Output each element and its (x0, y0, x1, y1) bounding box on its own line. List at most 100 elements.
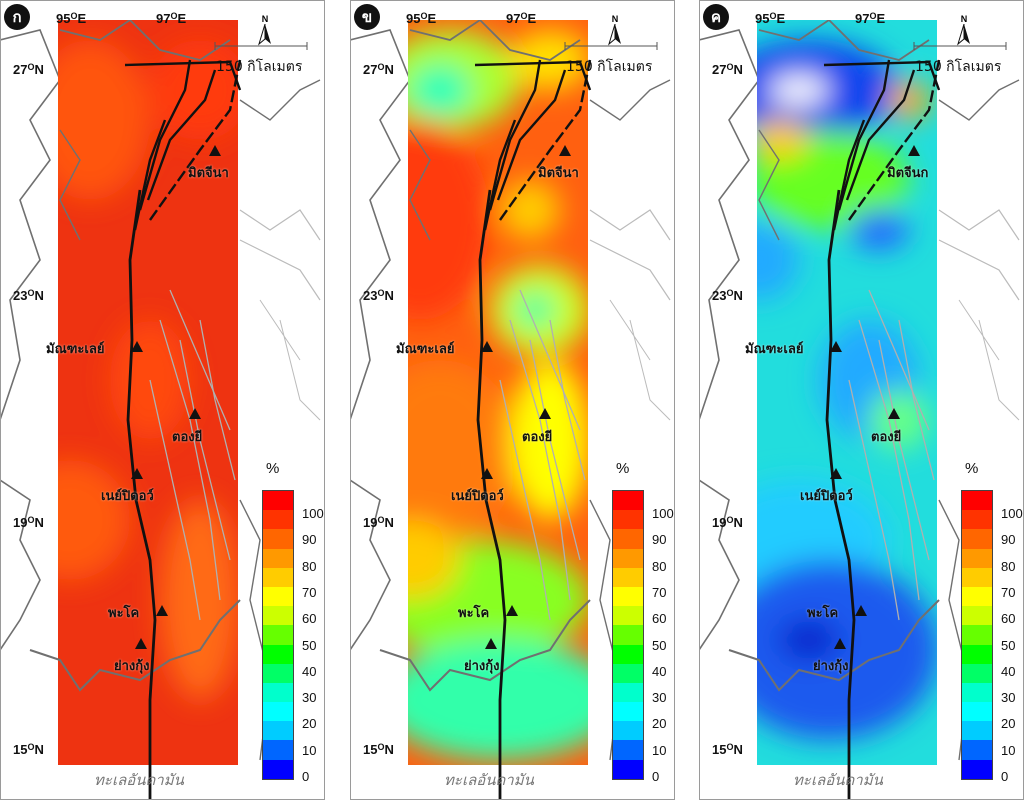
legend-tick-label: 10 (302, 742, 317, 758)
legend-swatch (263, 586, 293, 607)
legend-tick-label: 60 (652, 611, 667, 627)
longitude-label: 95OE (755, 11, 786, 26)
legend-swatch (613, 606, 643, 626)
legend-tick-label: 40 (652, 663, 667, 679)
legend-swatch (263, 740, 293, 760)
legend-swatch (613, 721, 643, 741)
city-marker (135, 638, 147, 649)
legend-tick-label: 70 (1001, 584, 1016, 600)
legend-tick-label: 0 (652, 769, 660, 784)
city-label: พะโค (108, 606, 140, 621)
legend-tick-label: 70 (302, 584, 317, 600)
city-marker (506, 605, 518, 616)
sea-label: ทะเลอันดามัน (444, 771, 534, 789)
legend-swatch (962, 606, 992, 626)
legend-swatch (962, 663, 992, 683)
legend-swatch (613, 586, 643, 607)
map-canvas (350, 20, 671, 800)
scale-bar-label: 150 กิโลเมตร (216, 59, 303, 75)
city-marker (156, 605, 168, 616)
legend-swatch (613, 510, 643, 530)
legend-tick-label: 60 (302, 611, 317, 627)
legend-tick-label: 60 (1001, 611, 1016, 627)
legend-swatch (613, 702, 643, 722)
scale-bar-label: 150 กิโลเมตร (566, 59, 653, 75)
city-label: มัณฑะเลย์ (46, 342, 105, 357)
latitude-label: 19ON (363, 515, 394, 530)
legend-swatch (613, 682, 643, 703)
city-label: ย่างกุ้ง (114, 659, 150, 674)
city-marker (539, 408, 551, 419)
legend-swatch (263, 702, 293, 722)
longitude-label: 97OE (855, 11, 886, 26)
legend-tick-label: 40 (302, 663, 317, 679)
latitude-label: 27ON (363, 62, 394, 77)
legend-tick-label: 80 (302, 558, 317, 574)
legend-swatch (613, 625, 643, 645)
legend-unit: % (616, 460, 630, 477)
legend-swatch (263, 721, 293, 741)
latitude-label: 27ON (712, 62, 743, 77)
city-marker (855, 605, 867, 616)
legend-swatch (962, 625, 992, 645)
map-panel-c: ทะเลอันดามัน ค 95OE 97OE 27ON 23ON 19ON 15ON N 15… (699, 0, 1024, 800)
panel-badge: ก (4, 4, 30, 30)
legend-tick-label: 30 (302, 690, 317, 706)
longitude-label: 95OE (406, 11, 437, 26)
legend-swatch (263, 491, 293, 511)
legend-swatch (962, 548, 992, 568)
city-label: เนย์ปิดอว์ (451, 489, 504, 504)
city-label: เนย์ปิดอว์ (800, 489, 853, 504)
scale-bar-label: 150 กิโลเมตร (915, 59, 1002, 75)
legend-swatch (263, 625, 293, 645)
legend-swatch (962, 529, 992, 549)
legend-tick-label: 90 (652, 532, 667, 548)
latitude-label: 27ON (13, 62, 44, 77)
city-label: ตองยี (172, 430, 203, 445)
legend-swatch (613, 644, 643, 664)
city-marker (559, 145, 571, 156)
city-label: มิตจีนก (887, 166, 929, 181)
sea-label: ทะเลอันดามัน (793, 771, 883, 789)
legend-swatch (962, 702, 992, 722)
legend-tick-label: 0 (1001, 769, 1009, 784)
latitude-label: 15ON (363, 742, 394, 757)
legend-tick-label: 10 (652, 742, 667, 758)
legend-swatch (263, 759, 293, 779)
city-label: มัณฑะเลย์ (745, 342, 804, 357)
city-label: ตองยี (871, 430, 902, 445)
city-marker (189, 408, 201, 419)
legend-swatch (263, 529, 293, 549)
legend-swatch (613, 567, 643, 587)
legend-unit: % (965, 460, 979, 477)
city-label: ย่างกุ้ง (464, 659, 500, 674)
city-marker (481, 468, 493, 479)
legend-swatch (613, 740, 643, 760)
legend-swatch (962, 491, 992, 511)
legend-tick-label: 20 (1001, 716, 1016, 732)
city-marker (830, 468, 842, 479)
legend-colorbar (961, 490, 993, 780)
city-label: มิตจีนา (188, 166, 229, 181)
legend-swatch (263, 548, 293, 568)
city-marker (830, 341, 842, 352)
legend-swatch (613, 759, 643, 779)
city-marker (888, 408, 900, 419)
legend-colorbar (262, 490, 294, 780)
legend-swatch (263, 510, 293, 530)
legend-swatch (962, 510, 992, 530)
legend-swatch (962, 721, 992, 741)
legend-tick-label: 100 (652, 506, 674, 521)
sea-label: ทะเลอันดามัน (94, 771, 184, 789)
north-arrow-icon: N (957, 14, 971, 51)
legend-swatch (263, 663, 293, 683)
legend-tick-label: 0 (302, 769, 310, 784)
city-marker (131, 341, 143, 352)
city-label: พะโค (807, 606, 839, 621)
city-marker (485, 638, 497, 649)
legend-swatch (263, 644, 293, 664)
legend-swatch (613, 663, 643, 683)
latitude-label: 15ON (13, 742, 44, 757)
legend-tick-label: 40 (1001, 663, 1016, 679)
legend-tick-label: 20 (652, 716, 667, 732)
